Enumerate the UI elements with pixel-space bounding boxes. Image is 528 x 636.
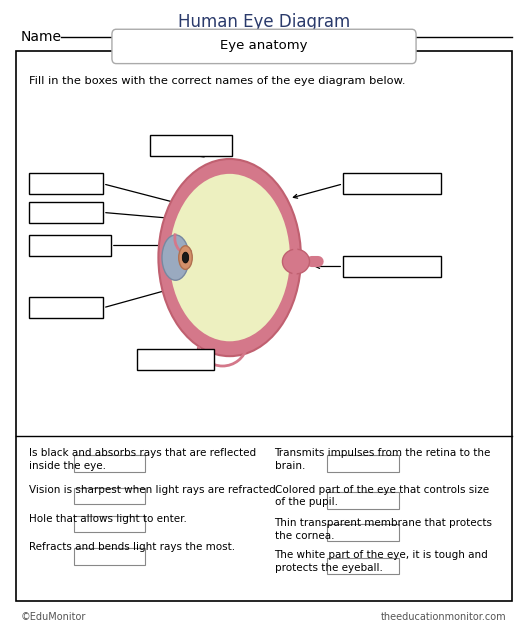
Ellipse shape [282, 249, 309, 274]
Ellipse shape [182, 252, 188, 263]
Text: theeducationmonitor.com: theeducationmonitor.com [381, 612, 507, 622]
Bar [150, 135, 232, 156]
Text: Name: Name [21, 30, 62, 44]
Bar [29, 202, 103, 223]
Bar [327, 455, 399, 472]
Bar [74, 488, 145, 504]
Bar [343, 173, 441, 194]
Bar [29, 235, 111, 256]
Bar [137, 349, 214, 370]
Ellipse shape [168, 173, 291, 342]
Bar [327, 492, 399, 509]
Bar [74, 516, 145, 532]
Bar [74, 548, 145, 565]
Text: Hole that allows light to enter.: Hole that allows light to enter. [29, 514, 187, 524]
Text: Fill in the boxes with the correct names of the eye diagram below.: Fill in the boxes with the correct names… [29, 76, 406, 86]
Text: Refracts and bends light rays the most.: Refracts and bends light rays the most. [29, 542, 235, 552]
FancyBboxPatch shape [112, 29, 416, 64]
Text: Date: Date [304, 30, 337, 44]
Bar [16, 51, 512, 601]
Bar [29, 173, 103, 194]
Ellipse shape [162, 235, 189, 280]
Ellipse shape [178, 245, 192, 270]
Bar [327, 524, 399, 541]
Text: Vision is sharpest when light rays are refracted.: Vision is sharpest when light rays are r… [29, 485, 279, 495]
Text: The white part of the eye, it is tough and
protects the eyeball.: The white part of the eye, it is tough a… [275, 550, 488, 573]
Text: Human Eye Diagram: Human Eye Diagram [178, 13, 350, 31]
Bar [29, 297, 103, 318]
Text: Is black and absorbs rays that are reflected
inside the eye.: Is black and absorbs rays that are refle… [29, 448, 256, 471]
Bar [327, 558, 399, 574]
Text: Thin transparent membrane that protects
the cornea.: Thin transparent membrane that protects … [275, 518, 493, 541]
Text: Colored part of the eye that controls size
of the pupil.: Colored part of the eye that controls si… [275, 485, 489, 508]
Bar [343, 256, 441, 277]
Bar [74, 455, 145, 472]
Text: Eye anatomy: Eye anatomy [220, 39, 308, 52]
Text: Transmits impulses from the retina to the
brain.: Transmits impulses from the retina to th… [275, 448, 491, 471]
Text: ©EduMonitor: ©EduMonitor [21, 612, 87, 622]
Ellipse shape [158, 159, 301, 356]
